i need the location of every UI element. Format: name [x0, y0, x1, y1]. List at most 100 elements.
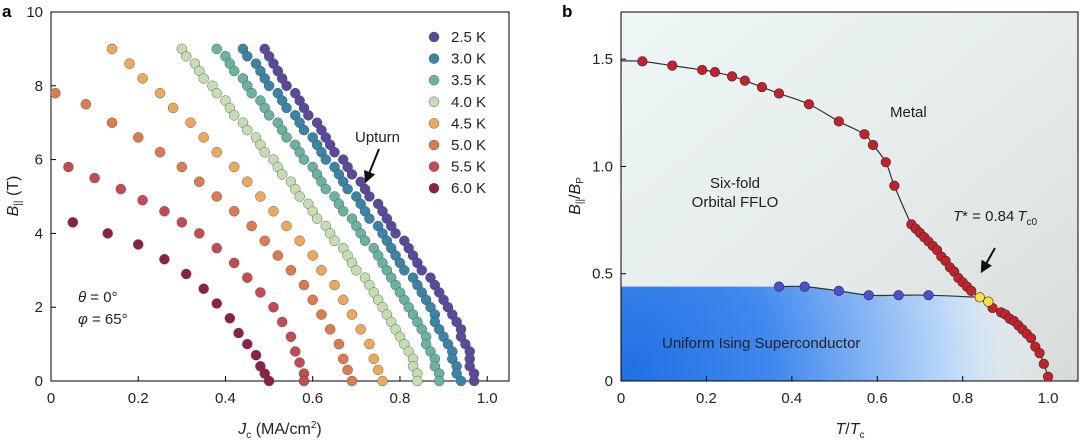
legend-a: 2.5 K 3.0 K 3.5 K 4.0 K 4.5 K 5.0 K 5.5 K 6.0 K — [428, 29, 486, 197]
data-point — [342, 364, 353, 376]
data-point — [338, 353, 349, 365]
y-tick-label-b: 1.5 — [592, 51, 613, 68]
legend-label: 4.5 K — [451, 115, 486, 132]
data-point — [133, 132, 144, 143]
data-point — [198, 132, 209, 143]
data-point — [316, 309, 327, 320]
data-point — [276, 169, 288, 180]
fflo-label-line2: Orbital FFLO — [692, 194, 779, 211]
series-5-5-K — [63, 161, 310, 387]
data-point — [298, 154, 310, 165]
data-point — [281, 102, 292, 114]
data-point — [329, 235, 340, 246]
data-point — [263, 80, 275, 92]
data-point — [416, 265, 427, 276]
data-point — [185, 117, 196, 128]
tstar-annotation: T* = 0.84 Tc0 — [953, 208, 1037, 228]
data-point — [67, 217, 79, 228]
data-point — [263, 110, 275, 121]
plot-frame-b — [620, 11, 1079, 382]
data-point — [773, 88, 785, 99]
data-points-b — [637, 56, 1054, 382]
data-point — [211, 191, 222, 202]
data-point — [974, 292, 985, 303]
y-tick-label-a: 0 — [35, 373, 43, 390]
data-point — [268, 206, 279, 217]
x-tick-label-b: 0 — [617, 390, 625, 407]
data-point — [106, 117, 118, 128]
series-upper-critical-field — [637, 56, 1054, 382]
data-point — [455, 375, 467, 387]
panel-a: a 0 0.2 0.4 0.6 0.8 1.0 0 2 4 6 8 10 B|| (T) Jc (MA… — [2, 2, 510, 441]
data-point — [211, 43, 222, 55]
legend-marker — [428, 74, 440, 86]
panel-b: b 0 0.2 0.4 0.6 0.8 1.0 0 0.5 1.0 1.5 Metal Six-f… — [562, 2, 1079, 441]
data-point — [311, 213, 323, 224]
legend-label: 3.5 K — [451, 72, 486, 89]
data-point — [364, 213, 375, 224]
data-point — [329, 147, 340, 158]
data-point — [298, 279, 310, 291]
data-point — [176, 217, 188, 228]
data-point — [255, 287, 266, 298]
data-point — [285, 265, 297, 276]
series-3-0-K — [237, 43, 467, 387]
data-point — [211, 298, 222, 309]
data-point — [228, 206, 240, 217]
data-point — [246, 87, 257, 99]
data-point — [867, 139, 879, 151]
data-point — [124, 58, 135, 69]
data-point — [833, 116, 844, 127]
x-tick-label-b: 0.2 — [696, 390, 717, 407]
data-point — [167, 102, 179, 114]
data-point — [399, 265, 410, 276]
series-5-0-K — [50, 87, 358, 387]
data-point — [355, 324, 366, 335]
data-point — [320, 154, 331, 165]
x-tick-label-b: 1.0 — [1038, 390, 1059, 407]
panel-label-b: b — [562, 2, 572, 21]
data-point — [324, 324, 336, 335]
legend-marker — [428, 161, 440, 172]
data-point — [859, 129, 870, 140]
data-point — [637, 56, 648, 67]
x-tick-label-b: 0.6 — [867, 390, 888, 407]
data-point — [303, 110, 314, 121]
data-point — [351, 265, 362, 276]
data-point — [211, 87, 222, 99]
y-tick-label-a: 6 — [35, 152, 43, 169]
data-point — [276, 316, 288, 328]
x-axis-label-b: T/Tc — [835, 421, 864, 441]
data-point — [316, 265, 327, 276]
data-point — [697, 64, 708, 76]
x-tick-label-a: 1.0 — [477, 390, 498, 407]
series-transition-line — [773, 281, 934, 301]
legend-label: 5.0 K — [451, 137, 486, 154]
data-point — [137, 73, 148, 84]
data-point — [329, 279, 340, 291]
data-point — [359, 235, 371, 246]
data-point — [739, 75, 750, 86]
data-point — [923, 290, 934, 301]
tstar-arrow — [980, 247, 996, 274]
data-point — [1025, 332, 1037, 344]
series-t- — [974, 292, 994, 307]
data-point — [211, 242, 222, 254]
data-point — [372, 364, 384, 376]
data-point — [80, 99, 92, 110]
ising-label: Uniform Ising Superconductor — [662, 335, 860, 352]
data-point — [338, 294, 349, 306]
x-tick-label-b: 0.8 — [952, 390, 973, 407]
upturn-annotation: Upturn — [355, 129, 400, 146]
plot-frame-a — [50, 11, 510, 382]
data-point — [50, 87, 61, 99]
legend-marker — [428, 31, 440, 43]
data-point — [983, 296, 994, 307]
data-point — [368, 353, 379, 365]
data-point — [434, 375, 445, 387]
data-point — [268, 302, 279, 313]
data-point — [246, 220, 257, 232]
data-point — [242, 272, 253, 283]
data-point — [364, 338, 375, 350]
y-axis-label-b: B||/BP — [567, 177, 586, 215]
